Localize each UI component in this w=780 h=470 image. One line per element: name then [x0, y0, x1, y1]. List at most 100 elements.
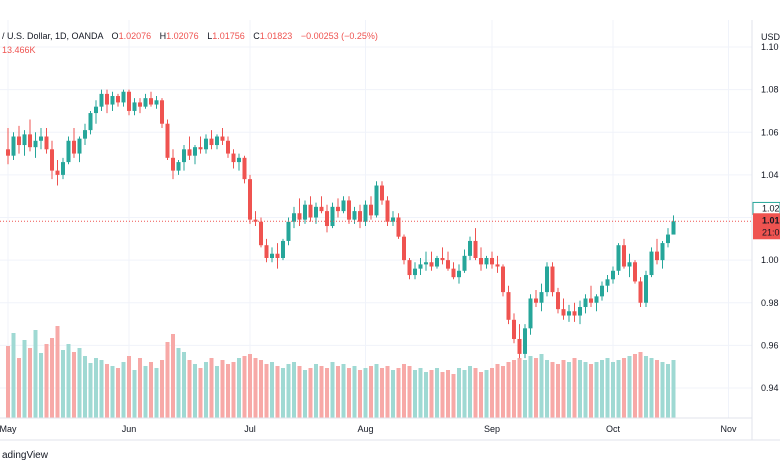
candle-body	[633, 262, 637, 282]
volume-bar	[594, 362, 599, 418]
candle-body	[231, 153, 236, 163]
candle	[286, 217, 291, 246]
price-tick-label: 1.10	[761, 42, 779, 52]
candle-body	[297, 213, 302, 220]
volume-bar	[237, 358, 241, 418]
candle	[275, 243, 280, 269]
candle	[446, 251, 450, 271]
candle-body	[374, 185, 379, 216]
candle-body	[88, 113, 93, 131]
candle-body	[545, 266, 549, 293]
candle-body	[182, 149, 186, 163]
volume-bar	[418, 368, 423, 418]
candle	[77, 136, 82, 163]
candle	[72, 127, 76, 158]
candle	[314, 202, 318, 224]
legend-header: / U.S. Dollar, 1D, OANDA O1.02076 H1.020…	[2, 31, 378, 41]
open-label: O	[112, 31, 119, 41]
volume-bar	[204, 362, 208, 418]
candle	[627, 253, 632, 278]
candle-body	[611, 270, 615, 280]
candle-body	[319, 206, 324, 212]
candle	[583, 294, 588, 314]
volume-value: 13.466K	[2, 45, 36, 55]
volume-bar	[671, 360, 676, 418]
open-value: 1.02076	[119, 31, 152, 41]
candle-body	[264, 245, 269, 258]
volume-bar	[6, 346, 10, 418]
candle	[451, 262, 456, 280]
volume-bar	[347, 368, 351, 418]
candle-body	[55, 170, 60, 175]
candle	[264, 238, 269, 263]
candle	[479, 247, 483, 271]
candle-body	[209, 138, 214, 146]
candle	[440, 247, 445, 265]
candle-body	[154, 100, 159, 105]
candle-body	[253, 219, 258, 222]
candle	[429, 251, 434, 271]
candle-body	[479, 257, 483, 265]
candle-body	[556, 292, 560, 310]
volume-bar	[94, 358, 98, 418]
candle-body	[275, 253, 280, 258]
candle-body	[259, 221, 263, 246]
candle	[259, 217, 263, 248]
candle-body	[77, 138, 82, 154]
volume-bar	[308, 368, 313, 418]
volume-bar	[281, 368, 285, 418]
candle-body	[61, 162, 65, 175]
volume-bar	[633, 354, 637, 418]
volume-bar	[545, 360, 549, 418]
candle	[215, 134, 219, 150]
volume-bar	[550, 362, 555, 418]
candle-body	[292, 213, 296, 222]
candle	[22, 130, 27, 156]
volume-bar	[539, 354, 544, 418]
volume-bar	[88, 363, 93, 418]
volume-bar	[319, 366, 324, 418]
candle-body	[303, 204, 307, 220]
candle	[523, 324, 527, 359]
candle-body	[391, 217, 395, 222]
candlestick-series	[6, 89, 676, 359]
candle-body	[94, 106, 98, 114]
candle	[330, 202, 335, 229]
volume-bar	[17, 358, 21, 418]
candle	[616, 243, 621, 276]
candle-body	[484, 257, 489, 265]
candle-body	[352, 211, 357, 220]
candle-body	[138, 102, 142, 107]
candle	[231, 149, 236, 169]
candle-body	[204, 138, 208, 150]
candle-body	[424, 262, 428, 265]
volume-bar	[39, 353, 43, 418]
volume-bar	[490, 368, 494, 418]
candle	[528, 294, 533, 335]
candle	[138, 98, 142, 114]
volume-bar	[600, 360, 604, 418]
candle	[226, 136, 230, 158]
volume-bar	[484, 370, 489, 418]
time-tick-label: Jun	[122, 424, 137, 434]
candle	[325, 204, 329, 233]
candle	[600, 281, 604, 301]
candle	[110, 91, 115, 111]
candle	[556, 287, 560, 314]
volume-bar	[209, 358, 214, 418]
volume-bar	[457, 368, 461, 418]
volume-bar	[374, 364, 379, 418]
volume-bar	[578, 360, 582, 418]
volume-bar	[534, 358, 538, 418]
candle-body	[402, 236, 406, 261]
candle	[638, 277, 643, 308]
low-label: L	[207, 31, 212, 41]
volume-bar	[358, 370, 362, 418]
candle-body	[160, 100, 164, 124]
candle	[88, 110, 93, 135]
volume-bar	[363, 368, 368, 418]
volume-bar	[138, 358, 142, 418]
candle-body	[165, 123, 170, 158]
candle-body	[325, 211, 329, 227]
